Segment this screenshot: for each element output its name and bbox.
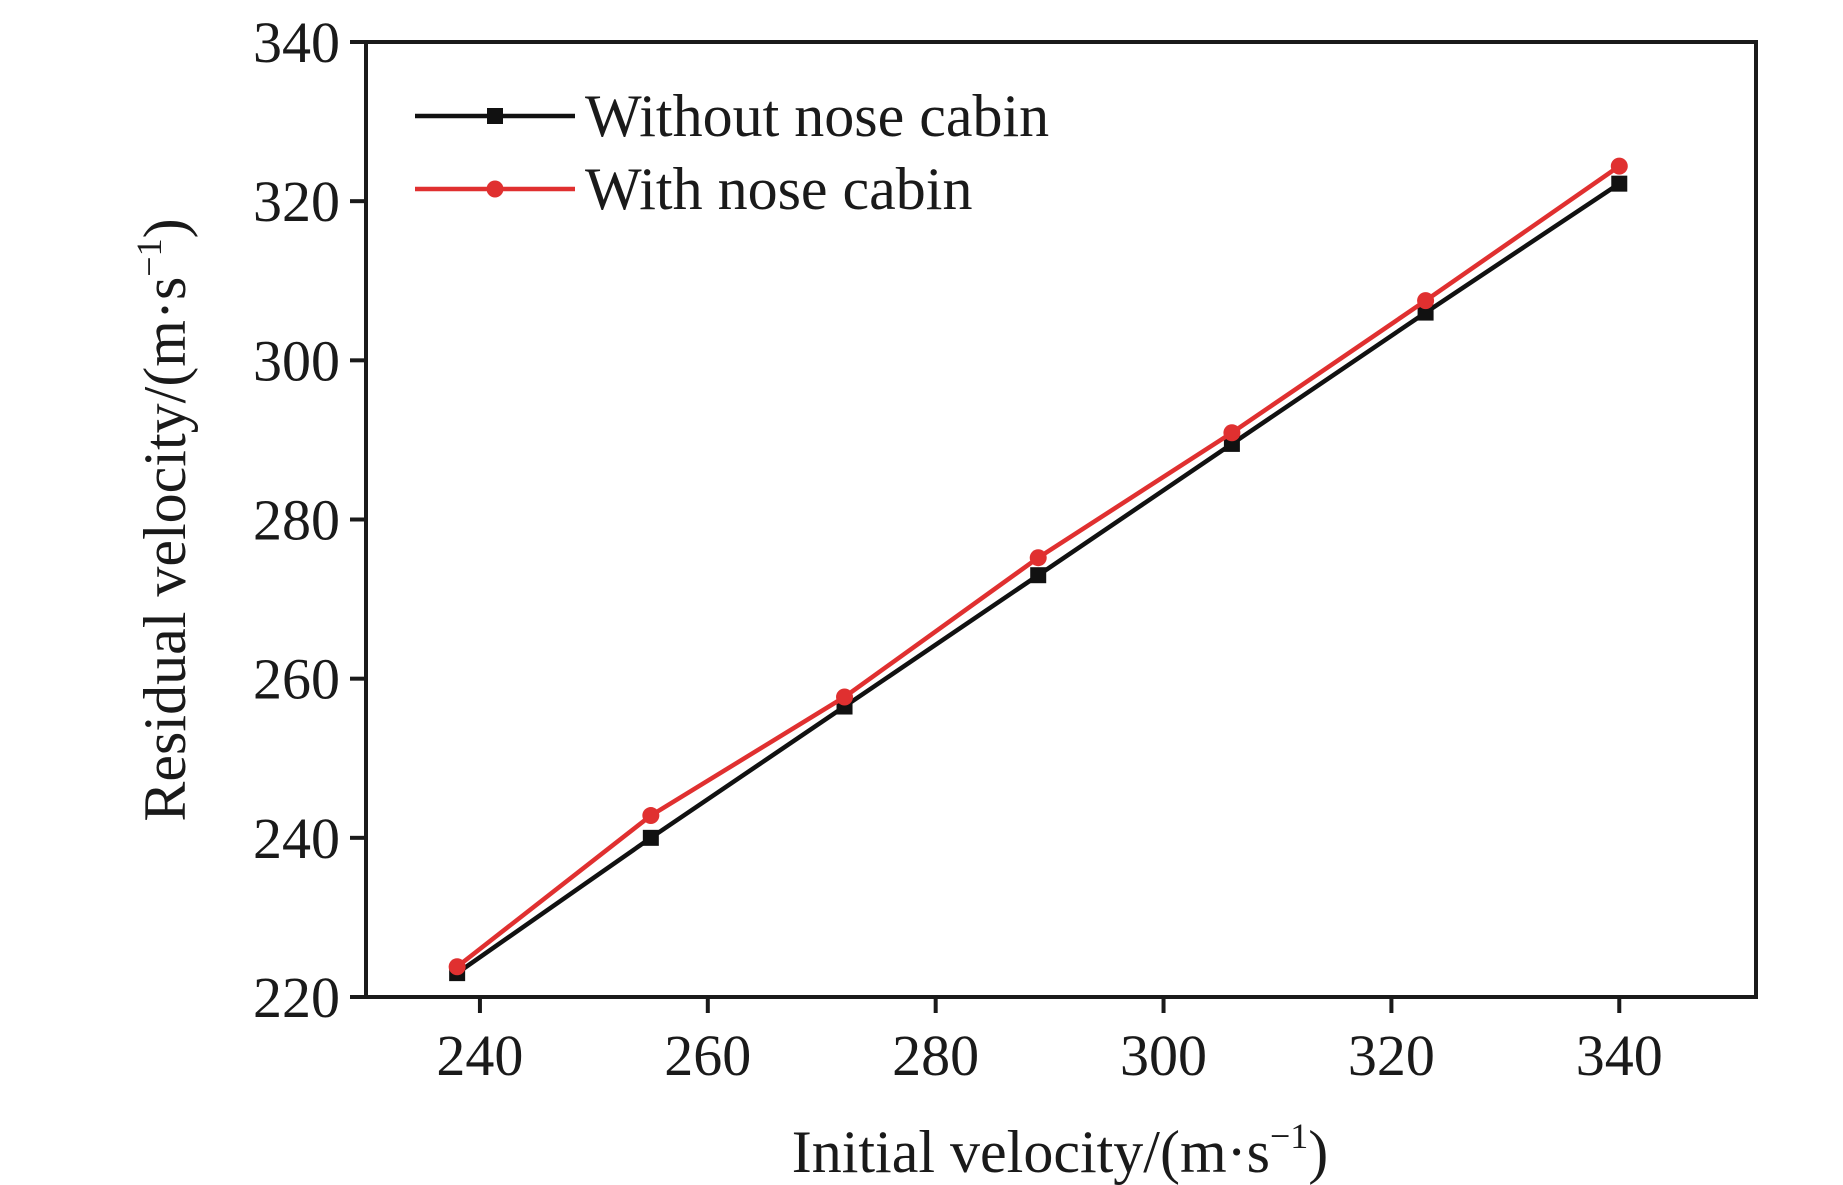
series-with-nose-cabin [448, 157, 1628, 976]
y-axis-title: Residual velocity/(m·s−1) [129, 218, 198, 821]
data-point [1029, 549, 1047, 567]
y-tick-label: 220 [253, 965, 340, 1030]
series-line [455, 164, 1621, 969]
y-tick-label: 260 [253, 647, 340, 712]
data-point [1417, 292, 1435, 310]
x-axis: 240 260 280 300 320 340 [436, 997, 1663, 1088]
y-axis: 220 240 260 280 300 320 340 [253, 10, 366, 1030]
data-point [448, 958, 466, 976]
y-tick-label: 240 [253, 806, 340, 871]
legend-item: Without nose cabin [415, 83, 1049, 149]
x-tick-label: 320 [1348, 1023, 1435, 1088]
legend-item: With nose cabin [415, 156, 972, 222]
legend: Without nose cabin With nose cabin [415, 83, 1049, 222]
data-point [1417, 304, 1434, 321]
data-point [1223, 424, 1241, 442]
x-tick-label: 240 [436, 1023, 523, 1088]
series-layer [448, 157, 1628, 982]
data-point [642, 829, 659, 846]
x-tick-label: 260 [664, 1023, 751, 1088]
data-point [642, 807, 660, 825]
data-point [836, 688, 854, 706]
legend-marker-circle [486, 180, 504, 198]
y-tick-label: 300 [253, 328, 340, 393]
legend-label: Without nose cabin [585, 83, 1049, 149]
x-tick-label: 300 [1120, 1023, 1207, 1088]
x-tick-label: 340 [1576, 1023, 1663, 1088]
y-tick-label: 320 [253, 169, 340, 234]
plot-frame [364, 40, 1758, 999]
series-without-nose-cabin [449, 175, 1628, 982]
data-point [1611, 175, 1628, 192]
y-tick-label: 280 [253, 488, 340, 553]
data-point [1610, 157, 1628, 175]
x-tick-label: 280 [892, 1023, 979, 1088]
y-tick-label: 340 [253, 10, 340, 75]
data-point [1030, 567, 1047, 584]
legend-marker-square [487, 108, 503, 124]
x-axis-title: Initial velocity/(m·s−1) [792, 1116, 1329, 1185]
legend-label: With nose cabin [585, 156, 972, 222]
